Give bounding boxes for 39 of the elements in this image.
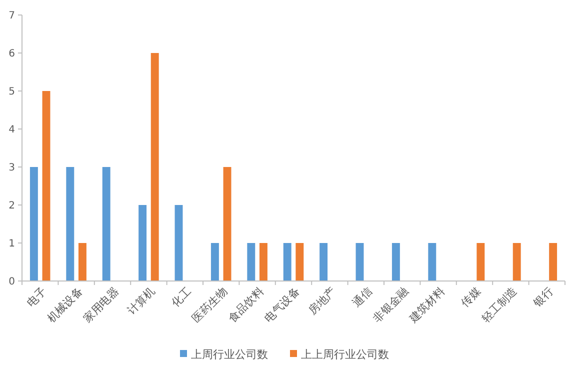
bar <box>476 243 485 281</box>
bar <box>42 91 50 281</box>
bar <box>247 243 256 281</box>
bar <box>283 243 292 281</box>
x-tick-label: 通信 <box>350 284 375 310</box>
bar <box>392 243 400 281</box>
bar <box>356 243 364 281</box>
legend-label: 上上周行业公司数 <box>301 348 389 361</box>
x-tick-label: 电气设备 <box>262 284 302 325</box>
y-tick-label: 2 <box>8 200 15 212</box>
x-tick-label: 传媒 <box>458 284 484 310</box>
bar <box>549 243 558 281</box>
x-tick-label: 家用电器 <box>81 284 122 325</box>
x-tick-label: 计算机 <box>125 284 158 318</box>
y-tick-label: 1 <box>8 238 15 250</box>
bar <box>66 167 74 281</box>
y-tick-label: 5 <box>8 86 15 98</box>
x-tick-label: 银行 <box>530 284 556 310</box>
bar <box>150 53 159 281</box>
y-tick-label: 7 <box>8 10 15 22</box>
bar <box>138 205 147 281</box>
bar <box>428 243 436 281</box>
bar <box>223 167 232 281</box>
y-tick-label: 6 <box>8 48 15 60</box>
bar <box>30 167 38 281</box>
x-tick-label: 电子 <box>24 284 49 310</box>
bar <box>512 243 521 281</box>
legend-label: 上周行业公司数 <box>191 348 268 361</box>
bar <box>78 243 86 281</box>
bar <box>174 205 183 281</box>
bar <box>259 243 268 281</box>
y-tick-label: 0 <box>8 276 15 288</box>
bar <box>320 243 328 281</box>
bar <box>102 167 110 281</box>
x-tick-label: 房地产 <box>306 284 339 318</box>
y-tick-label: 4 <box>8 124 15 136</box>
y-tick-label: 3 <box>8 162 15 174</box>
bar <box>296 243 304 281</box>
bar <box>210 243 219 281</box>
